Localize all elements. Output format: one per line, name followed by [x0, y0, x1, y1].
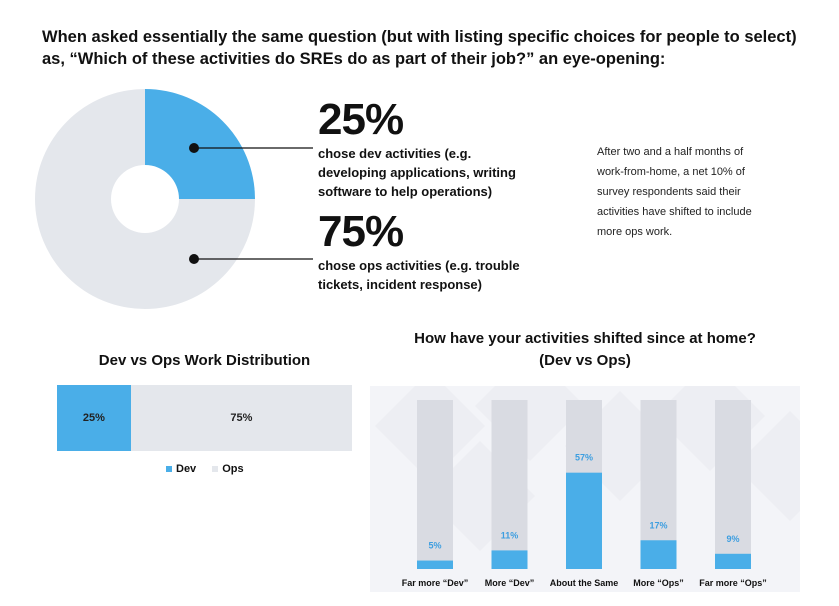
bar-value-label: 11% — [501, 530, 519, 540]
shift-chart-title-line-1: How have your activities shifted since a… — [414, 330, 756, 347]
side-note: After two and a half months of work-from… — [597, 142, 787, 242]
headline-line-2: as, “Which of these activities do SREs d… — [42, 50, 666, 68]
callout-dot-dev — [189, 143, 199, 153]
bar-value-label: 5% — [428, 541, 441, 551]
category-label: More “Dev” — [485, 578, 535, 588]
category-label: More “Ops” — [633, 578, 684, 588]
headline-line-1: When asked essentially the same question… — [42, 28, 797, 46]
background-diamond — [735, 411, 800, 521]
distribution-legend: Dev Ops — [166, 463, 244, 475]
dev-desc-line-2: developing applications, writing — [318, 165, 516, 180]
distribution-title: Dev vs Ops Work Distribution — [98, 352, 311, 369]
shift-bar-chart: 5% Far more “Dev” 11% More “Dev” 57% About th… — [370, 386, 800, 592]
category-label: Far more “Ops” — [699, 578, 767, 588]
bar-value-label: 17% — [649, 520, 667, 530]
distribution-bar: 25% 75% — [57, 385, 352, 451]
side-note-line-5: more ops work. — [597, 226, 673, 238]
side-note-line-4: activities have shifted to include — [597, 206, 752, 218]
headline: When asked essentially the same question… — [42, 26, 822, 70]
dev-description: chose dev activities (e.g. developing ap… — [318, 144, 558, 201]
dev-desc-line-1: chose dev activities (e.g. — [318, 146, 472, 161]
bar-value-label: 57% — [575, 453, 593, 463]
dev-desc-line-3: software to help operations) — [318, 184, 493, 199]
shift-chart-title-line-2: (Dev vs Ops) — [539, 352, 631, 369]
bar — [566, 472, 602, 569]
category-label: Far more “Dev” — [402, 578, 469, 588]
bar-track — [715, 400, 751, 569]
side-note-line-1: After two and a half months of — [597, 146, 744, 158]
distribution-dev-segment: 25% — [57, 385, 131, 451]
dev-percent: 25% — [318, 95, 404, 144]
dev-stat: 25% chose dev activities (e.g. developin… — [318, 98, 558, 201]
bar-value-label: 9% — [726, 534, 739, 544]
bar — [715, 553, 751, 569]
legend-swatch-ops — [212, 466, 219, 472]
legend-item-ops: Ops — [212, 463, 244, 475]
shift-chart-title: How have your activities shifted since a… — [370, 328, 800, 372]
donut-slice-dev — [145, 89, 255, 199]
ops-percent: 75% — [318, 207, 404, 256]
bar — [491, 550, 528, 569]
side-note-line-3: survey respondents said their — [597, 186, 741, 198]
bar — [640, 540, 677, 569]
ops-desc-line-2: tickets, incident response) — [318, 277, 482, 292]
ops-description: chose ops activities (e.g. trouble ticke… — [318, 256, 558, 294]
ops-desc-line-1: chose ops activities (e.g. trouble — [318, 258, 520, 273]
donut-slice-ops — [35, 89, 255, 309]
callout-dot-ops — [189, 254, 199, 264]
legend-label-dev: Dev — [176, 463, 197, 475]
legend-label-ops: Ops — [222, 463, 244, 475]
legend-swatch-dev — [166, 466, 172, 472]
bar-track — [491, 400, 528, 569]
bar-track — [417, 400, 453, 569]
ops-stat: 75% chose ops activities (e.g. trouble t… — [318, 210, 558, 294]
category-label: About the Same — [550, 578, 619, 588]
bar — [417, 560, 453, 569]
legend-item-dev: Dev — [166, 463, 196, 475]
distribution-ops-segment: 75% — [130, 385, 352, 451]
side-note-line-2: work-from-home, a net 10% of — [597, 166, 745, 178]
